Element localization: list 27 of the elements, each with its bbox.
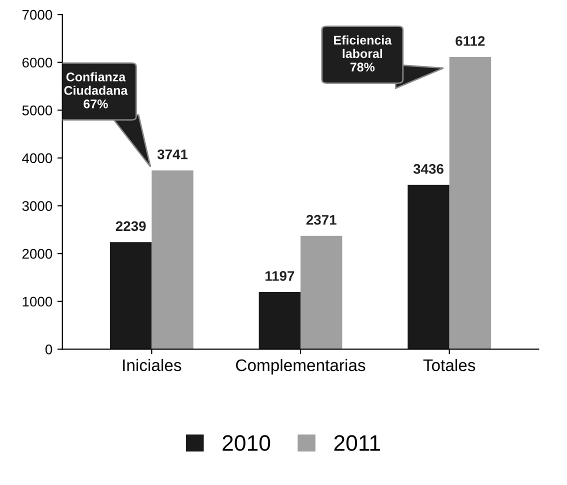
bar <box>258 292 301 350</box>
y-tick-label: 0 <box>45 344 52 354</box>
data-label: 6112 <box>456 36 485 46</box>
data-label: 2371 <box>306 214 336 225</box>
data-label: 3436 <box>413 164 444 174</box>
bar <box>300 236 342 350</box>
y-tick-label: 7000 <box>22 10 52 20</box>
bar <box>449 57 492 350</box>
data-label: 2239 <box>116 221 146 232</box>
annotation: Eficiencia laboral 78% <box>334 35 392 72</box>
y-tick-label: 3000 <box>22 201 52 211</box>
x-tick-label: Totales <box>423 358 476 372</box>
bar <box>110 242 152 350</box>
annotation: Confianza Ciudadana 67% <box>64 72 128 108</box>
y-tick-label: 6000 <box>22 58 52 68</box>
bar <box>408 184 450 350</box>
x-tick-label: Complementarias <box>236 358 366 374</box>
y-tick-label: 1000 <box>22 296 52 307</box>
y-tick-label: 5000 <box>22 106 52 116</box>
legend-label: 2011 <box>334 435 380 451</box>
bar <box>152 170 194 350</box>
y-tick-label: 2000 <box>22 248 52 259</box>
legend-label: 2010 <box>222 435 270 451</box>
data-label: 1197 <box>265 271 294 281</box>
data-label: 3741 <box>157 149 188 160</box>
y-tick-label: 4000 <box>22 153 52 164</box>
x-tick-label: Iniciales <box>123 358 182 372</box>
